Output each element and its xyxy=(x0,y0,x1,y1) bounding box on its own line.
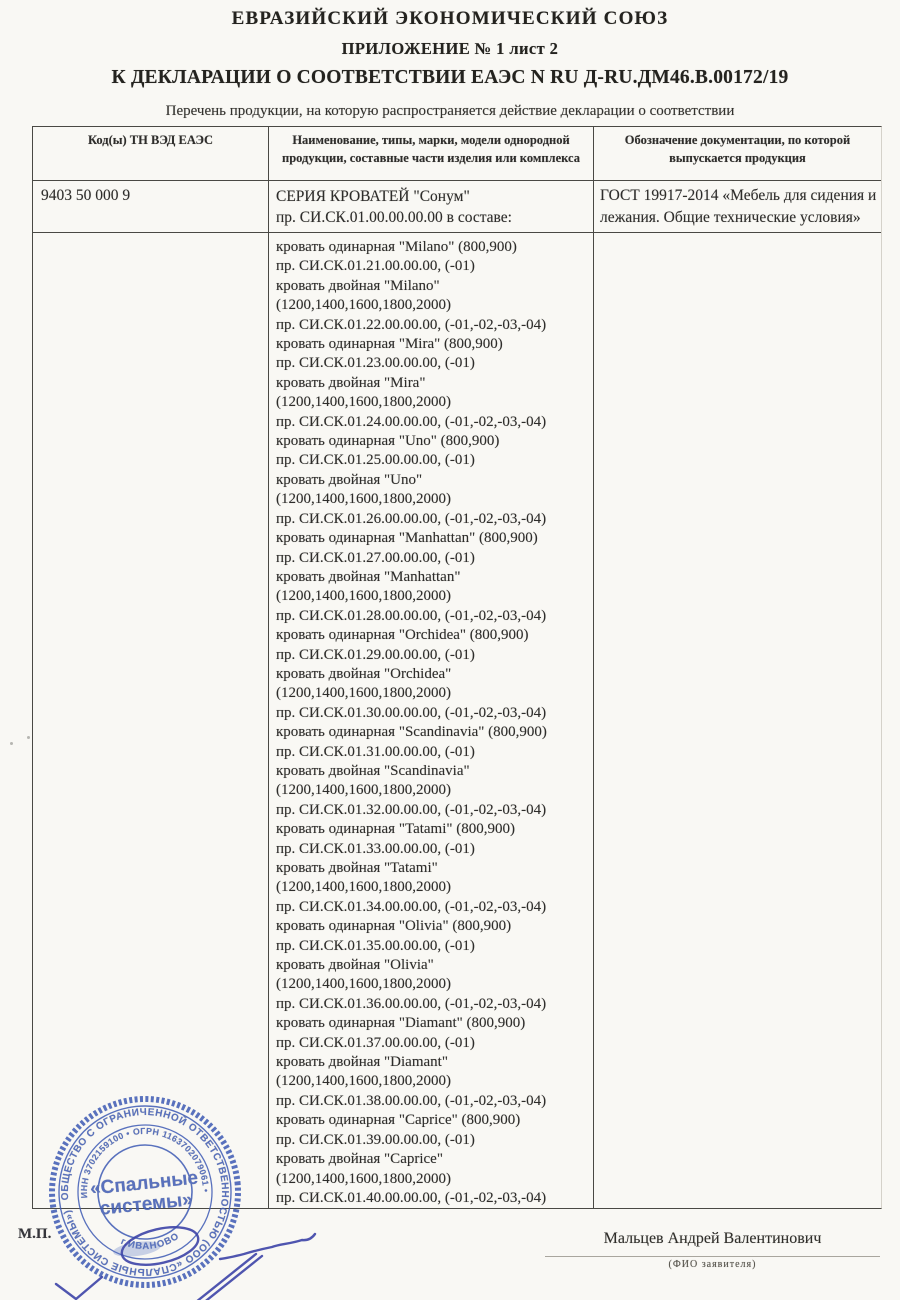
col-header-doc: Обозначение документации, по которой вып… xyxy=(594,127,881,181)
cell-bed-list: кровать одинарная "Milano" (800,900) пр. … xyxy=(269,233,594,1208)
cell-doc-empty xyxy=(594,233,881,1208)
union-title: ЕВРАЗИЙСКИЙ ЭКОНОМИЧЕСКИЙ СОЮЗ xyxy=(231,8,669,29)
company-stamp: ОБЩЕСТВО С ОГРАНИЧЕННОЙ ОТВЕТСТВЕННОСТЬЮ… xyxy=(49,1096,317,1300)
signer-name: Мальцев Андрей Валентинович xyxy=(603,1230,822,1247)
product-table: Код(ы) ТН ВЭД ЕАЭС Наименование, типы, м… xyxy=(32,126,882,1209)
signer-caption: (ФИО заявителя) xyxy=(668,1259,757,1270)
cell-code: 9403 50 000 9 xyxy=(33,181,269,233)
col-header-code: Код(ы) ТН ВЭД ЕАЭС xyxy=(33,127,269,181)
col-header-name: Наименование, типы, марки, модели одноро… xyxy=(269,127,594,181)
mp-seal-label: М.П. xyxy=(18,1226,52,1242)
table-caption: Перечень продукции, на которую распростр… xyxy=(165,103,735,119)
cell-series-name: СЕРИЯ КРОВАТЕЙ "Сонум" пр. СИ.СК.01.00.00… xyxy=(269,181,594,233)
cell-gost-doc: ГОСТ 19917-2014 «Мебель для сидения и ле… xyxy=(594,181,881,233)
appendix-title: ПРИЛОЖЕНИЕ № 1 лист 2 xyxy=(341,39,559,58)
stamp-rings: ОБЩЕСТВО С ОГРАНИЧЕННОЙ ОТВЕТСТВЕННОСТЬЮ… xyxy=(49,1096,241,1288)
scan-speck xyxy=(27,736,30,739)
signature-ink xyxy=(54,1226,317,1300)
signature-line xyxy=(545,1256,880,1257)
scan-speck xyxy=(10,742,13,745)
cell-code-empty xyxy=(33,233,269,1208)
declaration-number-title: К ДЕКЛАРАЦИИ О СООТВЕТСТВИИ ЕАЭС N RU Д-… xyxy=(111,67,789,88)
document-header: ЕВРАЗИЙСКИЙ ЭКОНОМИЧЕСКИЙ СОЮЗ ПРИЛОЖЕНИ… xyxy=(0,8,900,89)
